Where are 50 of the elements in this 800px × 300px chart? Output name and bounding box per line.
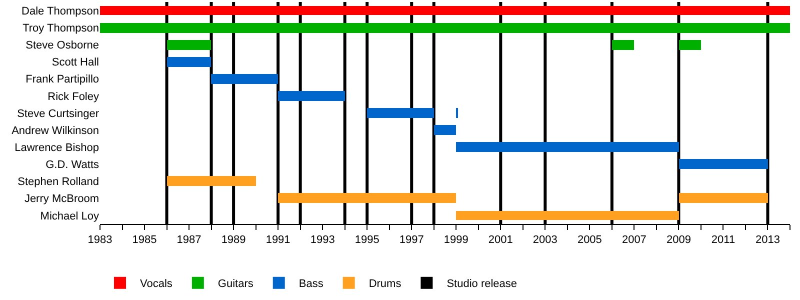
x-tick-label: 1997 bbox=[399, 234, 424, 246]
legend-label: Drums bbox=[368, 278, 402, 290]
x-tick-label: 2009 bbox=[666, 234, 691, 246]
y-tick-label: Frank Partipillo bbox=[26, 74, 99, 86]
y-tick-label: Scott Hall bbox=[52, 56, 99, 69]
y-tick-label: Dale Thompson bbox=[22, 5, 99, 18]
x-tick-label: 1991 bbox=[266, 234, 290, 246]
x-tick-label: 2003 bbox=[532, 234, 558, 246]
bar bbox=[100, 23, 790, 33]
bar bbox=[167, 176, 256, 186]
bar bbox=[211, 74, 278, 84]
y-tick-label: Jerry McBroom bbox=[24, 193, 99, 206]
legend-label: Vocals bbox=[140, 278, 173, 290]
bar bbox=[456, 211, 679, 220]
y-tick-label: Steve Osborne bbox=[26, 40, 99, 52]
bar bbox=[679, 193, 768, 203]
x-tick-label: 2001 bbox=[488, 234, 513, 246]
x-tick-label: 2007 bbox=[622, 234, 646, 246]
bar bbox=[434, 125, 456, 135]
x-tick-label: 2013 bbox=[756, 234, 780, 246]
bar bbox=[167, 40, 211, 50]
x-tick-label: 1985 bbox=[132, 234, 157, 246]
x-tick-label: 2005 bbox=[577, 234, 602, 246]
bar bbox=[679, 40, 701, 50]
x-tick-label: 1987 bbox=[176, 234, 202, 246]
bar bbox=[167, 57, 211, 67]
y-tick-label: G.D. Watts bbox=[46, 159, 100, 172]
x-tick-label: 1993 bbox=[310, 234, 335, 246]
y-tick-label: Rick Foley bbox=[48, 90, 100, 103]
legend-label: Guitars bbox=[218, 278, 254, 290]
legend-label: Bass bbox=[298, 278, 324, 290]
bar bbox=[100, 6, 790, 15]
bar bbox=[278, 91, 345, 101]
y-tick-label: Steve Curtsinger bbox=[17, 108, 100, 120]
y-tick-label: Lawrence Bishop bbox=[14, 142, 99, 154]
y-tick-label: Andrew Wilkinson bbox=[12, 124, 99, 137]
bar bbox=[278, 193, 456, 203]
y-tick-label: Troy Thompson bbox=[22, 22, 99, 34]
y-tick-label: Stephen Rolland bbox=[18, 176, 99, 188]
x-tick-label: 2011 bbox=[711, 234, 736, 246]
x-tick-label: 1995 bbox=[354, 234, 380, 246]
x-tick-label: 1999 bbox=[444, 234, 468, 246]
y-tick-label: Michael Loy bbox=[40, 210, 100, 222]
bar bbox=[367, 108, 434, 118]
x-tick-label: 1989 bbox=[221, 234, 246, 246]
bar bbox=[456, 142, 679, 152]
legend-label: Studio release bbox=[446, 278, 518, 290]
x-tick-label: 1983 bbox=[88, 234, 112, 246]
bar bbox=[612, 40, 634, 50]
bar bbox=[679, 159, 768, 169]
